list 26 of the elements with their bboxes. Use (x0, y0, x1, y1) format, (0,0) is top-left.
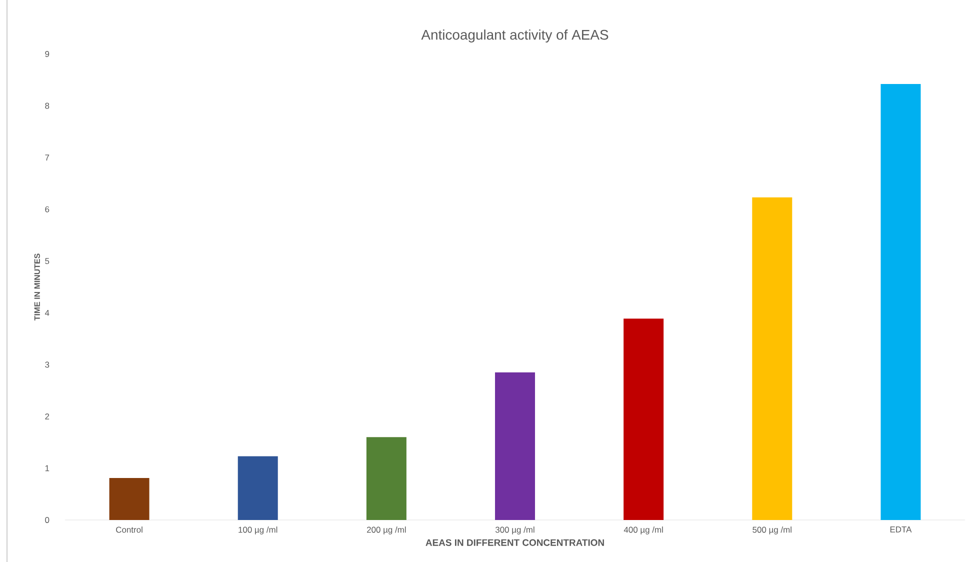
bar (495, 372, 536, 520)
y-tick-label: 7 (45, 154, 50, 160)
x-tick-label: 100 µg /ml (238, 526, 278, 534)
y-tick-label: 4 (44, 310, 50, 316)
x-axis-title: AEAS IN DIFFERENT CONCENTRATION (426, 539, 604, 546)
y-tick-label: 2 (45, 413, 50, 420)
y-tick-label: 0 (45, 516, 50, 523)
x-tick-label: Control (116, 526, 142, 533)
x-tick-label: 200 µg /ml (367, 526, 406, 534)
x-tick-label: 300 µg /ml (495, 526, 534, 534)
bar (624, 318, 664, 520)
bar (109, 478, 150, 520)
y-tick-label: 6 (45, 206, 50, 212)
y-tick-label: 5 (45, 258, 50, 264)
y-tick-label: 1 (45, 465, 50, 472)
bar (752, 197, 792, 520)
bar (366, 437, 406, 520)
bar (880, 84, 921, 520)
y-tick-label: 3 (45, 362, 50, 368)
bar (238, 456, 278, 520)
x-tick-label: EDTA (890, 526, 912, 532)
chart-title: Anticoagulant activity of AEAS (421, 29, 608, 42)
y-tick-label: 8 (45, 102, 50, 109)
y-tick-label: 9 (45, 50, 50, 57)
x-tick-label: 400 µg /ml (624, 526, 663, 534)
x-tick-label: 500 µg /ml (752, 526, 792, 534)
